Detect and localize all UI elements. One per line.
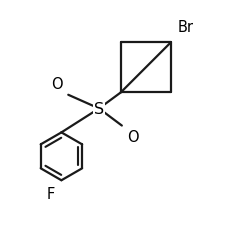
Text: F: F	[46, 186, 54, 201]
Text: S: S	[94, 101, 104, 116]
Text: O: O	[127, 129, 139, 144]
Text: O: O	[51, 77, 62, 92]
Text: Br: Br	[177, 20, 193, 35]
